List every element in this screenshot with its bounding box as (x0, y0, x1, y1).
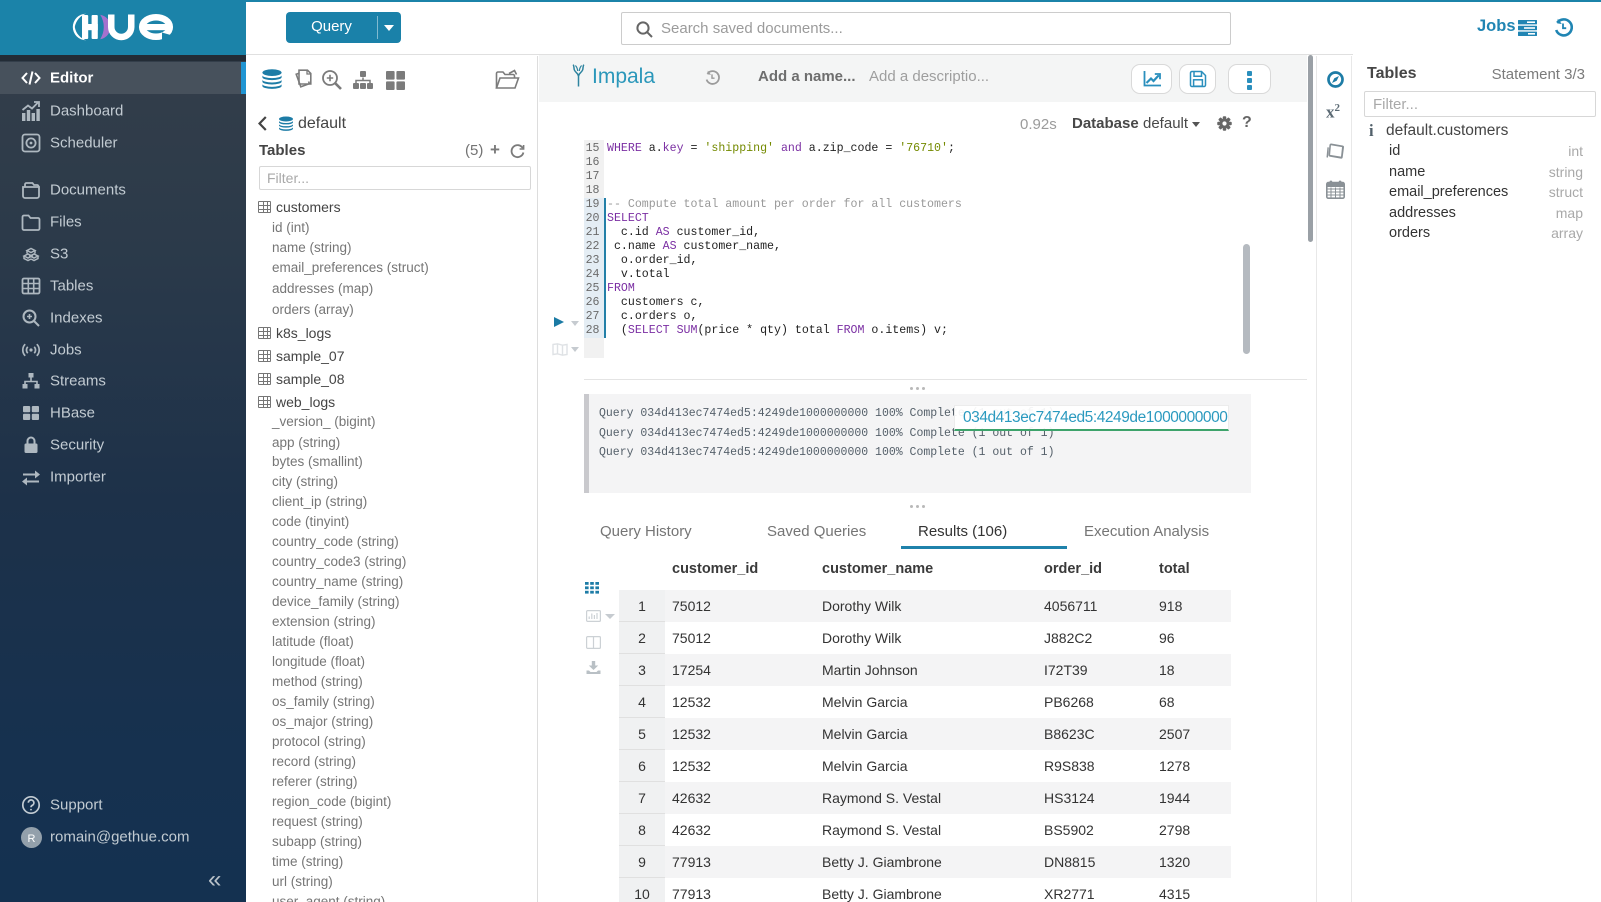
svg-text:R: R (28, 833, 36, 845)
